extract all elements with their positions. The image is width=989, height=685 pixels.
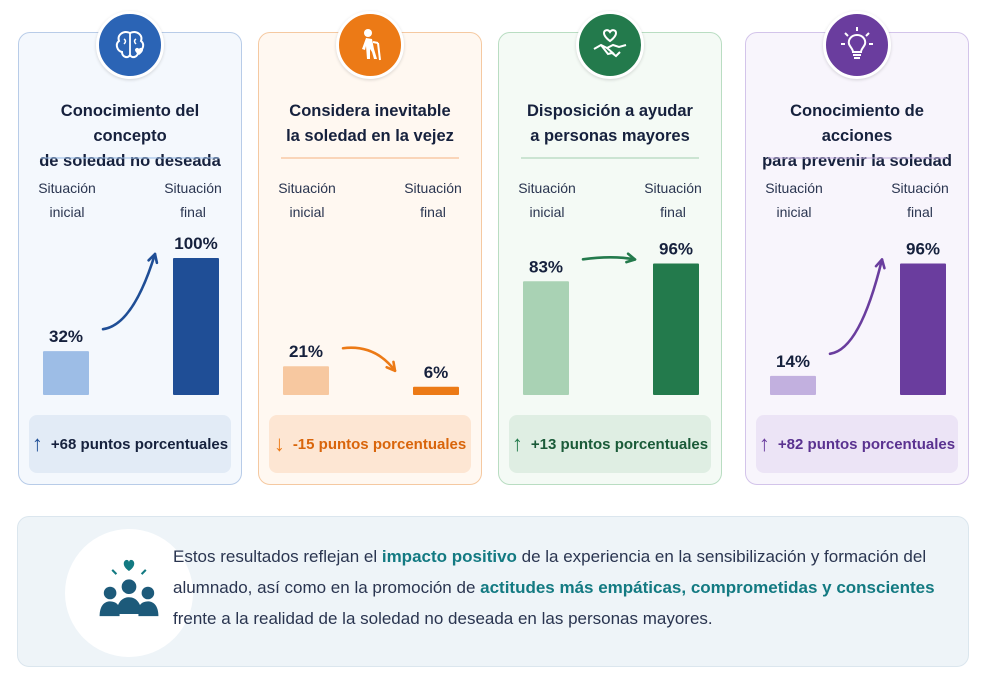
summary-highlight: impacto positivo	[381, 547, 517, 566]
summary-text-part: frente a la realidad de la soledad no de…	[173, 609, 713, 628]
brain-heart-icon	[96, 11, 164, 79]
card-acciones-prevenir: Conocimiento de acciones para prevenir l…	[745, 11, 969, 485]
arrow-up-icon: ↑	[758, 431, 770, 456]
final-label: Situación final	[164, 180, 222, 220]
bar-final	[900, 263, 946, 395]
final-label: Situación final	[404, 180, 462, 220]
trend-arrow	[581, 256, 637, 261]
trend-arrowhead	[625, 252, 637, 264]
card-title: Disposición a ayudar a personas mayores	[527, 102, 693, 145]
bar-final	[173, 258, 219, 395]
trend-arrow	[828, 258, 884, 356]
final-label: Situación final	[891, 180, 949, 220]
initial-label: Situación inicial	[765, 180, 823, 220]
card-title: Considera inevitable la soledad en la ve…	[286, 102, 454, 145]
title-divider	[521, 157, 699, 159]
title-divider	[41, 157, 219, 159]
card-conocimiento-concepto: Conocimiento del concepto de soledad no …	[18, 11, 242, 485]
value-label: 100%	[174, 234, 217, 253]
change-label: +13 puntos porcentuales	[530, 435, 709, 453]
initial-label: Situación inicial	[518, 180, 576, 220]
value-label: 21%	[289, 342, 323, 361]
handshake-heart-icon	[576, 11, 644, 79]
title-divider	[768, 157, 946, 159]
change-label: +82 puntos porcentuales	[777, 435, 956, 453]
bar-final	[653, 263, 699, 395]
bar-initial	[770, 375, 816, 395]
change-box: ↑ +13 puntos porcentuales	[509, 415, 711, 473]
arrow-up-icon: ↑	[511, 431, 523, 456]
card-disposicion-ayudar: Disposición a ayudar a personas mayores …	[498, 11, 722, 485]
card-title: Conocimiento de acciones para prevenir l…	[762, 102, 952, 170]
bar-chart: 21% 6%	[283, 342, 459, 395]
bar-chart: 14% 96%	[770, 239, 946, 395]
arrow-up-icon: ↑	[31, 431, 43, 456]
summary-box: Estos resultados reflejan el impacto pos…	[17, 516, 969, 667]
trend-arrow	[101, 252, 157, 331]
change-label: +68 puntos porcentuales	[50, 435, 229, 453]
trend-arrowhead	[385, 360, 397, 373]
summary-text-part: Estos resultados reflejan el	[173, 547, 382, 566]
value-label: 6%	[424, 363, 449, 382]
final-label: Situación final	[644, 180, 702, 220]
value-label: 96%	[906, 239, 940, 258]
people-heart-icon	[65, 529, 193, 657]
change-box: ↓ -15 puntos porcentuales	[269, 415, 471, 473]
change-box: ↑ +68 puntos porcentuales	[29, 415, 231, 473]
initial-label: Situación inicial	[38, 180, 96, 220]
value-label: 83%	[529, 257, 563, 276]
change-box: ↑ +82 puntos porcentuales	[756, 415, 958, 473]
summary-text: Estos resultados reflejan el impacto pos…	[173, 541, 943, 634]
summary-text-part: de la experiencia en la sensibilización …	[173, 547, 927, 597]
bar-chart: 83% 96%	[523, 239, 699, 395]
value-label: 96%	[659, 239, 693, 258]
bar-final	[413, 386, 459, 395]
lightbulb-icon	[823, 11, 891, 79]
bar-chart: 32% 100%	[43, 234, 219, 395]
bar-initial	[283, 366, 329, 395]
bar-initial	[523, 281, 569, 395]
trend-arrowhead	[147, 252, 159, 265]
card-inevitable-soledad: Considera inevitable la soledad en la ve…	[258, 11, 482, 485]
bar-initial	[43, 351, 89, 395]
arrow-down-icon: ↓	[273, 431, 285, 456]
change-label: -15 puntos porcentuales	[292, 435, 467, 453]
value-label: 32%	[49, 327, 83, 346]
elderly-person-icon	[336, 11, 404, 79]
initial-label: Situación inicial	[278, 180, 336, 220]
trend-arrowhead	[874, 258, 886, 270]
card-title: Conocimiento del concepto de soledad no …	[39, 102, 221, 170]
title-divider	[281, 157, 459, 159]
summary-highlight: actitudes más empáticas, comprometidas y…	[480, 578, 935, 597]
trend-arrow	[341, 346, 397, 373]
value-label: 14%	[776, 352, 810, 371]
